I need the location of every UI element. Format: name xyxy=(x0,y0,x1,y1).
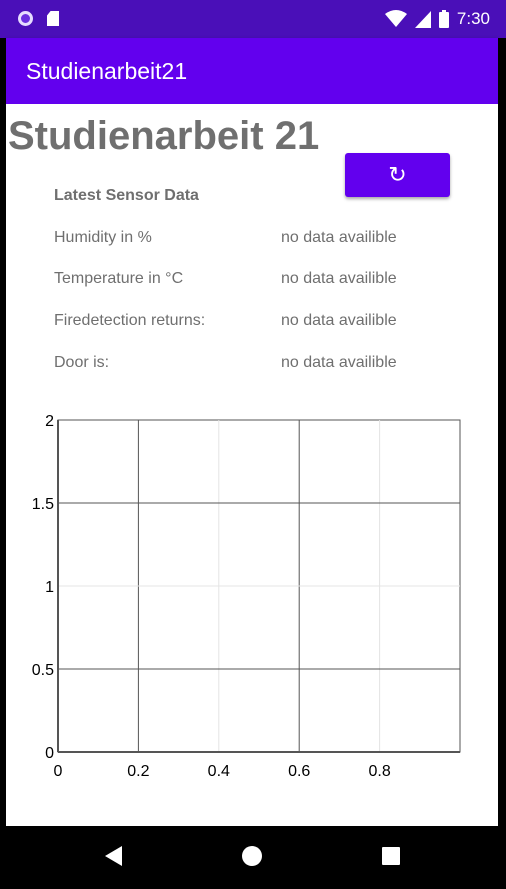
x-tick-label: 0.6 xyxy=(288,763,310,780)
y-tick-label: 0 xyxy=(45,745,54,762)
door-label: Door is: xyxy=(54,354,110,371)
page-title: Studienarbeit 21 xyxy=(8,114,320,158)
signal-icon xyxy=(414,10,431,28)
recents-icon[interactable] xyxy=(382,847,400,865)
humidity-value: no data availible xyxy=(281,229,397,246)
temperature-label: Temperature in °C xyxy=(54,270,184,287)
sensor-table-header: Latest Sensor Data xyxy=(54,187,199,204)
main-content: Studienarbeit 21 ↻ Latest Sensor Data Hu… xyxy=(6,104,498,826)
x-tick-label: 0.8 xyxy=(368,763,390,780)
x-tick-label: 0 xyxy=(54,763,63,780)
refresh-button[interactable]: ↻ xyxy=(345,153,450,197)
app-bar: Studienarbeit21 xyxy=(6,38,498,104)
y-tick-label: 2 xyxy=(45,413,54,430)
humidity-label: Humidity in % xyxy=(54,229,152,246)
firedetection-label: Firedetection returns: xyxy=(54,312,206,329)
status-bar: 7:30 xyxy=(0,0,506,38)
x-tick-label: 0.4 xyxy=(208,763,230,780)
temperature-value: no data availible xyxy=(281,270,397,287)
sd-card-icon xyxy=(47,11,59,26)
back-icon[interactable] xyxy=(104,846,124,866)
refresh-icon: ↻ xyxy=(388,162,407,187)
door-value: no data availible xyxy=(281,354,397,371)
app-bar-title: Studienarbeit21 xyxy=(26,58,188,84)
navigation-bar xyxy=(0,826,506,889)
y-tick-label: 1 xyxy=(45,579,54,596)
home-icon[interactable] xyxy=(242,846,262,866)
wifi-icon xyxy=(384,10,407,27)
y-tick-label: 1.5 xyxy=(32,496,54,513)
y-tick-label: 0.5 xyxy=(32,662,54,679)
app-circle-icon xyxy=(18,11,33,26)
sensor-chart: 0 0.2 0.4 0.6 0.8 0 0.5 1 1.5 2 xyxy=(32,413,461,780)
x-tick-label: 0.2 xyxy=(127,763,149,780)
battery-icon xyxy=(438,10,449,28)
status-time: 7:30 xyxy=(456,9,490,28)
firedetection-value: no data availible xyxy=(281,312,397,329)
